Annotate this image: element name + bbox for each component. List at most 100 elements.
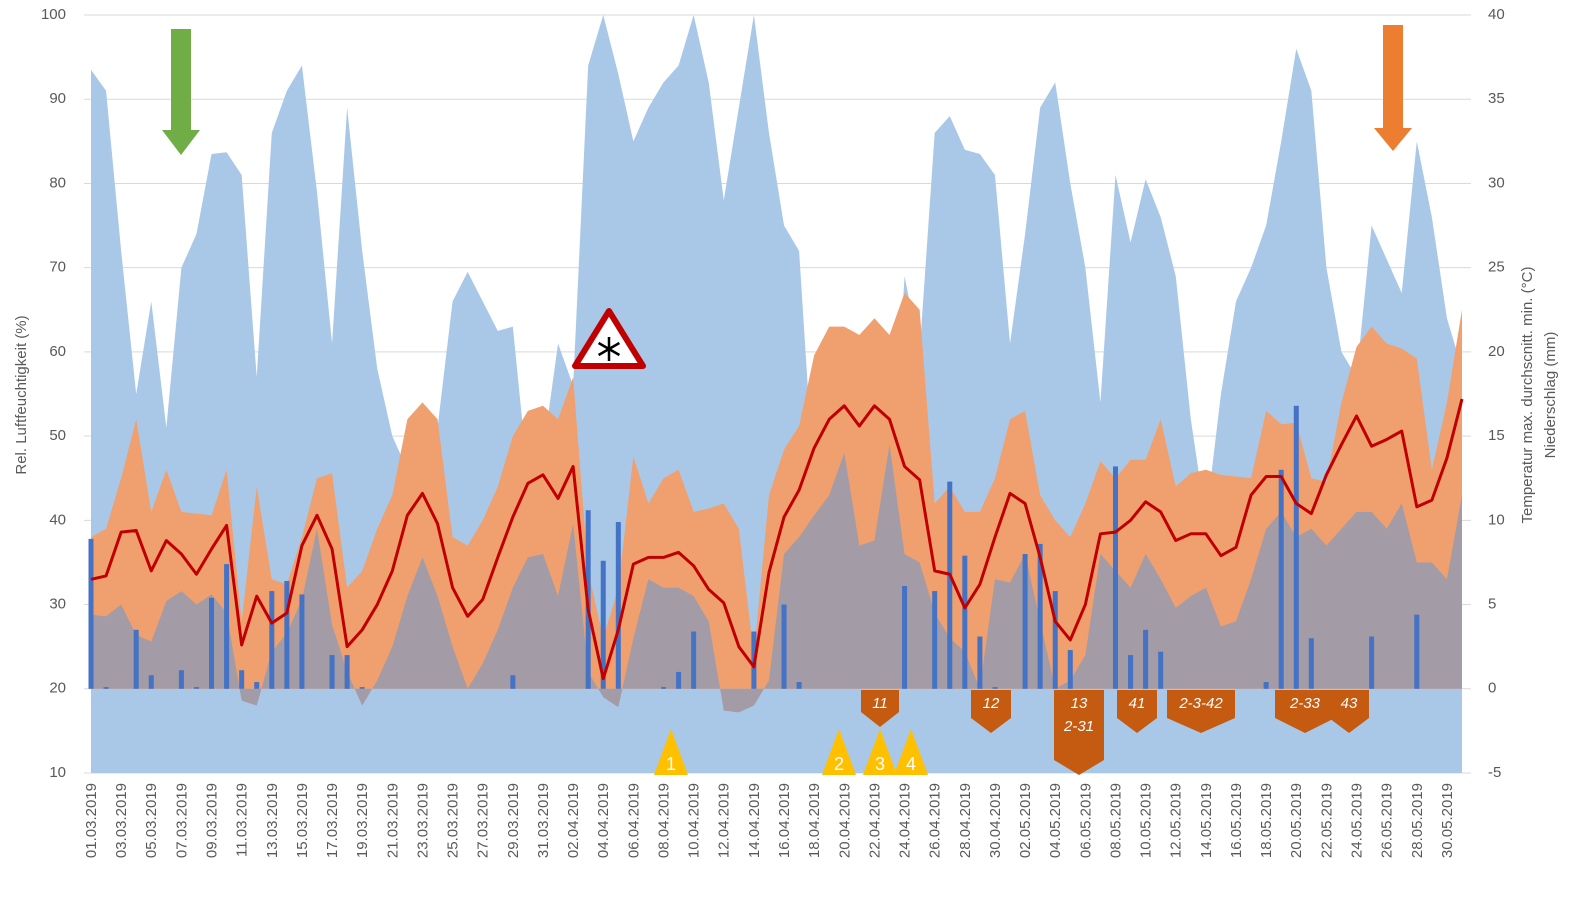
forecast-marker-label: 2	[834, 754, 844, 774]
x-tick-label: 17.03.2019	[324, 783, 341, 858]
bar	[962, 555, 968, 689]
bar	[600, 560, 606, 689]
bar	[1308, 638, 1314, 689]
x-tick-label: 26.04.2019	[927, 783, 944, 858]
y2-tick-label: 20	[1488, 343, 1505, 360]
bar	[1037, 543, 1043, 689]
x-tick-label: 16.05.2019	[1228, 783, 1245, 858]
x-tick-label: 06.05.2019	[1077, 783, 1094, 858]
frost-warning	[572, 308, 646, 369]
bar	[796, 682, 802, 689]
x-tick-label: 14.04.2019	[746, 783, 763, 858]
bar	[103, 687, 109, 689]
bar	[676, 671, 682, 689]
forecast-marker	[894, 729, 928, 775]
x-tick-label: 16.04.2019	[776, 783, 793, 858]
y2-tick-label: 10	[1488, 511, 1505, 528]
bar	[193, 687, 199, 689]
y-axis-title: Rel. Luftfeuchtigkeit (%)	[13, 315, 30, 474]
y2-axis-title: Temperatur max. durchscnitt. min. (°C)	[1519, 267, 1536, 524]
forecast-marker	[863, 729, 897, 775]
x-tick-label: 15.03.2019	[294, 783, 311, 858]
bar	[1293, 405, 1299, 689]
bar	[1022, 554, 1028, 689]
x-tick-label: 22.05.2019	[1318, 783, 1335, 858]
x-tick-label: 23.03.2019	[414, 783, 431, 858]
x-tick-label: 01.03.2019	[83, 783, 100, 858]
bar	[1414, 614, 1420, 689]
y-tick-label: 90	[49, 90, 66, 107]
bar	[661, 687, 667, 689]
bar	[148, 675, 154, 689]
bar	[947, 481, 953, 689]
x-tick-label: 18.05.2019	[1258, 783, 1275, 858]
x-tick-label: 30.05.2019	[1439, 783, 1456, 858]
bar	[224, 564, 230, 689]
y-tick-label: 80	[49, 174, 66, 191]
x-tick-label: 03.03.2019	[113, 783, 130, 858]
x-tick-label: 31.03.2019	[535, 783, 552, 858]
bar	[133, 629, 139, 689]
bar	[269, 591, 275, 689]
event-tag-label: 12	[983, 695, 1000, 712]
x-tick-label: 24.04.2019	[897, 783, 914, 858]
x-tick-label: 24.05.2019	[1349, 783, 1366, 858]
plot-area	[84, 14, 1471, 774]
forecast-marker-label: 3	[875, 754, 885, 774]
x-tick-label: 04.05.2019	[1047, 783, 1064, 858]
bar	[781, 604, 787, 689]
x-tick-label: 04.04.2019	[595, 783, 612, 858]
x-tick-label: 26.05.2019	[1379, 783, 1396, 858]
bar	[1158, 651, 1164, 689]
x-tick-label: 21.03.2019	[384, 783, 401, 858]
x-tick-label: 13.03.2019	[264, 783, 281, 858]
bar	[239, 670, 245, 689]
bar	[691, 631, 697, 689]
x-tick-label: 06.04.2019	[625, 783, 642, 858]
event-tag	[1054, 690, 1104, 775]
event-tag-label: 13	[1071, 695, 1088, 712]
bar	[344, 655, 350, 689]
orange-arrow	[1374, 25, 1412, 151]
bar	[1052, 591, 1058, 689]
y-tick-label: 20	[49, 680, 66, 697]
event-tag	[1117, 690, 1157, 733]
x-tick-label: 10.04.2019	[686, 783, 703, 858]
x-tick-label: 10.05.2019	[1138, 783, 1155, 858]
event-tag-label: 2-31	[1063, 718, 1094, 735]
forecast-marker-label: 1	[666, 754, 676, 774]
y2-axis-title: Niederschlag (mm)	[1542, 332, 1559, 459]
bar	[254, 682, 260, 689]
y2-tick-label: 0	[1488, 680, 1496, 697]
event-tag	[1275, 690, 1335, 733]
x-tick-label: 02.05.2019	[1017, 783, 1034, 858]
y2-tick-label: 25	[1488, 259, 1505, 276]
bar	[178, 670, 184, 689]
x-tick-label: 02.04.2019	[565, 783, 582, 858]
event-tag-label: 11	[872, 695, 888, 712]
x-tick-label: 09.03.2019	[203, 783, 220, 858]
y-tick-label: 60	[49, 343, 66, 360]
bar	[992, 687, 998, 689]
event-tag	[971, 690, 1011, 733]
y2-tick-label: 35	[1488, 90, 1505, 107]
forecast-marker	[654, 729, 688, 775]
x-tick-label: 08.05.2019	[1107, 783, 1124, 858]
y-tick-label: 50	[49, 427, 66, 444]
x-tick-label: 08.04.2019	[655, 783, 672, 858]
area	[91, 444, 1462, 713]
x-tick-label: 19.03.2019	[354, 783, 371, 858]
x-tick-label: 29.03.2019	[505, 783, 522, 858]
bar	[1278, 469, 1284, 689]
y2-tick-label: 40	[1488, 6, 1505, 23]
x-tick-label: 22.04.2019	[866, 783, 883, 858]
x-tick-label: 05.03.2019	[143, 783, 160, 858]
bar	[1128, 655, 1134, 689]
x-tick-label: 25.03.2019	[445, 783, 462, 858]
bar	[977, 636, 983, 689]
x-tick-label: 20.05.2019	[1288, 783, 1305, 858]
y-tick-label: 100	[41, 6, 66, 23]
bar	[1112, 466, 1118, 689]
x-tick-label: 07.03.2019	[173, 783, 190, 858]
bar	[1369, 636, 1375, 689]
